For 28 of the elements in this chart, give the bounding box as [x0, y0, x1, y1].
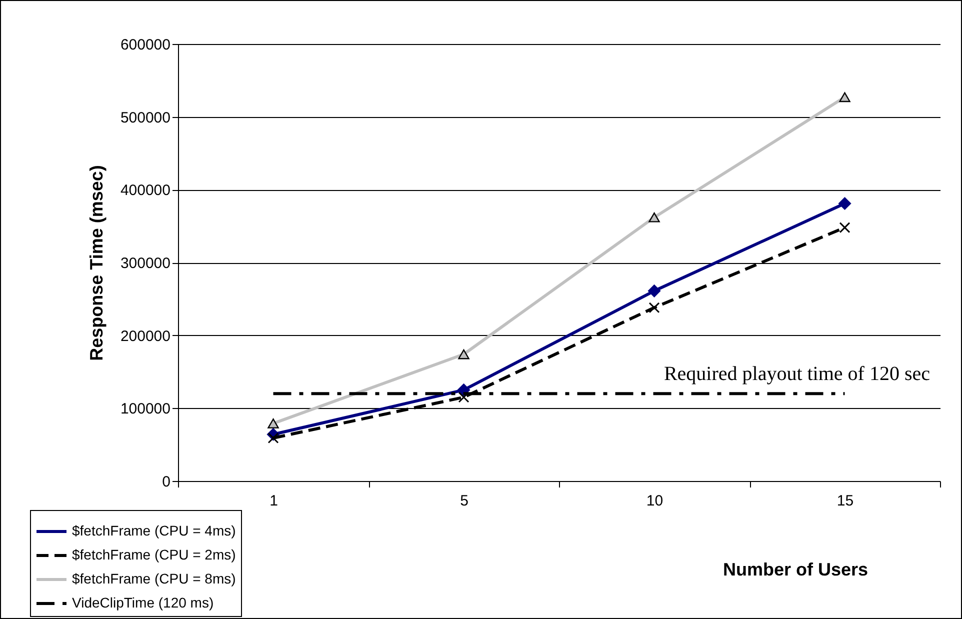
legend-label: VideClipTime (120 ms)	[72, 594, 214, 610]
point	[839, 222, 850, 234]
y-tick-label: 200000	[120, 328, 170, 345]
x-tick-label: 5	[460, 492, 468, 510]
legend-label: $fetchFrame (CPU = 2ms)	[72, 546, 236, 562]
annotation: Required playout time of 120 sec	[664, 363, 930, 385]
x-tick-label: 15	[836, 492, 854, 510]
legend-label: $fetchFrame (CPU = 8ms)	[72, 570, 236, 586]
y-tick-label: 500000	[120, 109, 170, 126]
point	[839, 92, 850, 102]
y-tick-label: 0	[162, 474, 170, 490]
point	[648, 302, 660, 314]
y-tick-label: 600000	[120, 36, 170, 54]
y-tick-label: 400000	[120, 182, 170, 200]
point	[458, 392, 470, 403]
y-axis-title: Response Time (msec)	[86, 165, 106, 361]
point	[458, 349, 470, 360]
x-axis-title: Number of Users	[722, 560, 868, 580]
y-tick-label: 100000	[120, 400, 170, 418]
x-tick-label: 10	[646, 492, 664, 510]
point	[838, 197, 852, 210]
point	[648, 212, 660, 222]
point	[648, 284, 661, 298]
x-tick-label: 1	[270, 492, 278, 510]
point	[268, 432, 279, 444]
point	[268, 418, 279, 428]
y-tick-label: 300000	[120, 255, 170, 272]
legend-label: $fetchFrame (CPU = 4ms)	[72, 522, 236, 538]
